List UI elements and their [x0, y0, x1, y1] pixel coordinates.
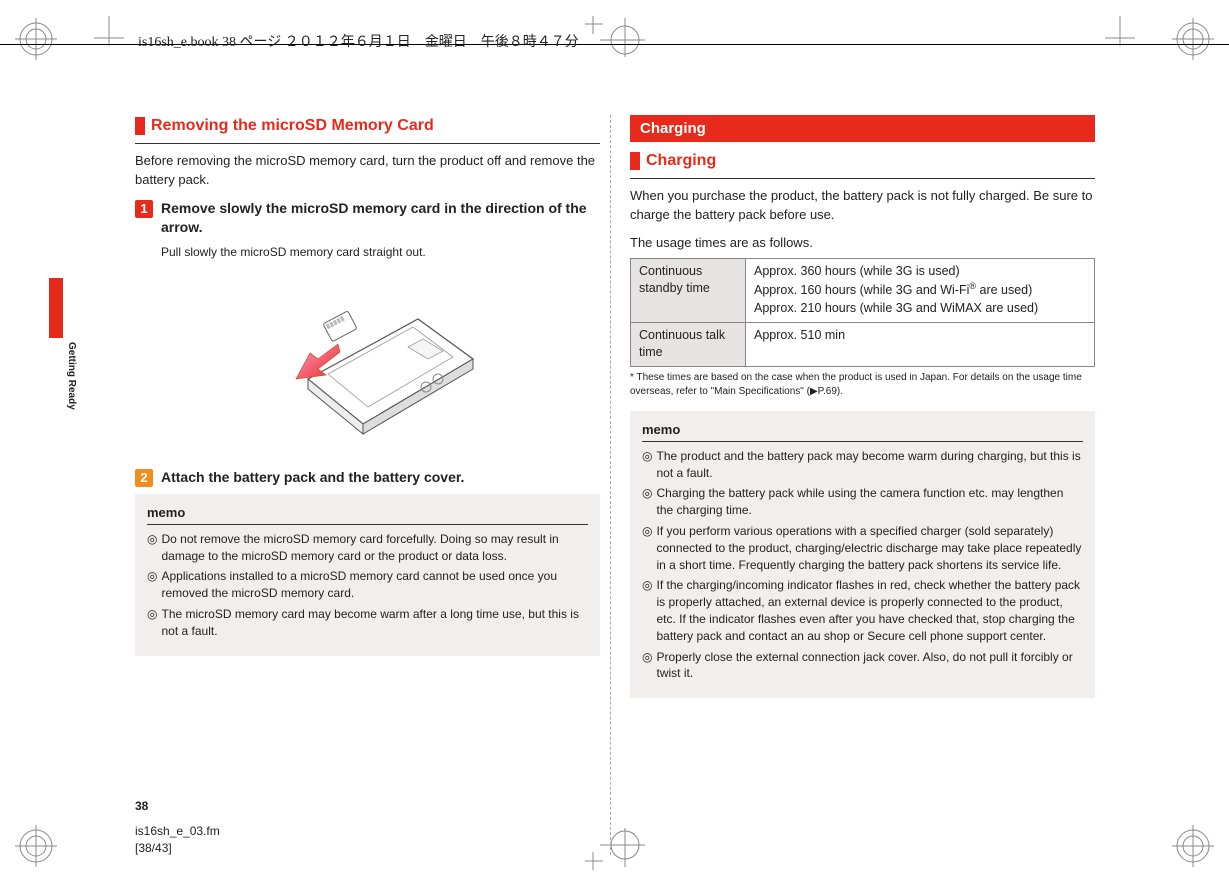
reg-mark-tc — [585, 12, 645, 57]
memo-item: ◎If the charging/incoming indicator flas… — [642, 577, 1083, 644]
table-cell-label: Continuous standby time — [631, 258, 746, 322]
spec-table: Continuous standby time Approx. 360 hour… — [630, 258, 1095, 367]
memo-text: If you perform various operations with a… — [656, 523, 1083, 573]
memo-bullet-icon: ◎ — [642, 649, 652, 683]
table-cell-label: Continuous talk time — [631, 322, 746, 366]
memo-title-right: memo — [642, 421, 1083, 442]
header-text: is16sh_e.book 38 ページ ２０１２年６月１日 金曜日 午後８時４… — [138, 33, 579, 53]
memo-text: Properly close the external connection j… — [656, 649, 1083, 683]
intro-left: Before removing the microSD memory card,… — [135, 152, 600, 188]
section-title-right: Charging — [646, 150, 716, 172]
table-row: Continuous standby time Approx. 360 hour… — [631, 258, 1095, 322]
side-tab-label: Getting Ready — [64, 342, 78, 410]
side-tab — [49, 278, 63, 338]
step-badge-2: 2 — [135, 469, 153, 487]
reg-mark-tl — [15, 18, 57, 60]
section-rule — [135, 143, 600, 144]
memo-item: ◎Applications installed to a microSD mem… — [147, 568, 588, 602]
step-1-sub: Pull slowly the microSD memory card stra… — [161, 244, 600, 261]
reg-mark-bl — [15, 825, 57, 867]
section-bar-icon — [630, 152, 640, 170]
footer-file-name: is16sh_e_03.fm — [135, 824, 220, 838]
memo-title-left: memo — [147, 504, 588, 525]
section-rule — [630, 178, 1095, 179]
section-title-left: Removing the microSD Memory Card — [151, 115, 434, 137]
footer-file: is16sh_e_03.fm [38/43] — [135, 823, 220, 857]
footnote: * These times are based on the case when… — [630, 371, 1095, 399]
page-number: 38 — [135, 798, 148, 815]
footer-file-page: [38/43] — [135, 841, 172, 855]
crop-mark-tl — [94, 16, 124, 46]
memo-bullet-icon: ◎ — [642, 577, 652, 644]
memo-text: Applications installed to a microSD memo… — [161, 568, 588, 602]
table-cell-value: Approx. 510 min — [746, 322, 1095, 366]
memo-item: ◎The microSD memory card may become warm… — [147, 606, 588, 640]
memo-text: The microSD memory card may become warm … — [161, 606, 588, 640]
memo-bullet-icon: ◎ — [642, 485, 652, 519]
intro-right-2: The usage times are as follows. — [630, 234, 1095, 252]
step-1: 1 Remove slowly the microSD memory card … — [135, 199, 600, 238]
memo-text: Charging the battery pack while using th… — [656, 485, 1083, 519]
memo-bullet-icon: ◎ — [147, 606, 157, 640]
memo-bullet-icon: ◎ — [147, 568, 157, 602]
memo-box-right: memo ◎The product and the battery pack m… — [630, 411, 1095, 699]
step-1-title: Remove slowly the microSD memory card in… — [161, 199, 600, 238]
memo-bullet-icon: ◎ — [642, 448, 652, 482]
memo-text: If the charging/incoming indicator flash… — [656, 577, 1083, 644]
main-heading: Charging — [630, 115, 1095, 142]
illustration-microsd — [135, 269, 600, 454]
reg-mark-tr — [1172, 18, 1214, 60]
reg-mark-bc — [585, 828, 645, 873]
memo-bullet-icon: ◎ — [147, 531, 157, 565]
section-bar-icon — [135, 117, 145, 135]
right-column: Charging Charging When you purchase the … — [630, 115, 1095, 825]
step-badge-1: 1 — [135, 200, 153, 218]
memo-item: ◎Charging the battery pack while using t… — [642, 485, 1083, 519]
memo-text: The product and the battery pack may bec… — [656, 448, 1083, 482]
memo-bullet-icon: ◎ — [642, 523, 652, 573]
memo-item: ◎If you perform various operations with … — [642, 523, 1083, 573]
left-column: Removing the microSD Memory Card Before … — [135, 115, 600, 825]
memo-box-left: memo ◎Do not remove the microSD memory c… — [135, 494, 600, 656]
step-2: 2 Attach the battery pack and the batter… — [135, 468, 600, 488]
crop-mark-tr — [1105, 16, 1135, 46]
memo-item: ◎Properly close the external connection … — [642, 649, 1083, 683]
table-cell-value: Approx. 360 hours (while 3G is used)Appr… — [746, 258, 1095, 322]
memo-item: ◎The product and the battery pack may be… — [642, 448, 1083, 482]
table-row: Continuous talk time Approx. 510 min — [631, 322, 1095, 366]
memo-text: Do not remove the microSD memory card fo… — [161, 531, 588, 565]
step-2-title: Attach the battery pack and the battery … — [161, 468, 464, 488]
memo-item: ◎Do not remove the microSD memory card f… — [147, 531, 588, 565]
intro-right-1: When you purchase the product, the batte… — [630, 187, 1095, 223]
reg-mark-br — [1172, 825, 1214, 867]
